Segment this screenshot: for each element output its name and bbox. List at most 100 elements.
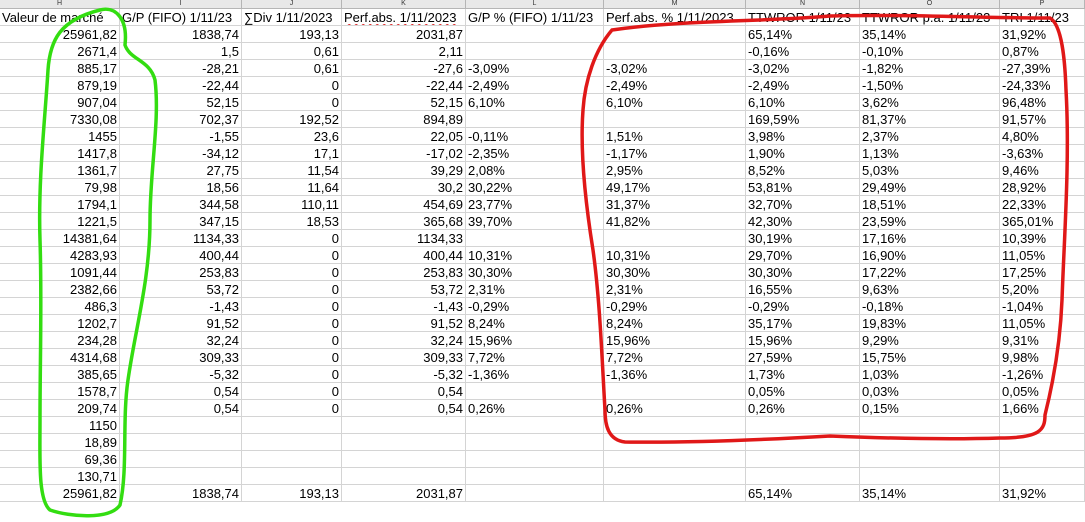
- table-cell[interactable]: 4314,68: [0, 349, 120, 366]
- table-cell[interactable]: 894,89: [342, 111, 466, 128]
- header-cell[interactable]: Perf.abs. 1/11/2023: [342, 9, 466, 26]
- table-cell[interactable]: 0,87%: [1000, 43, 1085, 60]
- table-cell[interactable]: [746, 434, 860, 451]
- table-cell[interactable]: 23,77%: [466, 196, 604, 213]
- table-cell[interactable]: 1,5: [120, 43, 242, 60]
- table-cell[interactable]: 30,30%: [466, 264, 604, 281]
- table-cell[interactable]: 3,98%: [746, 128, 860, 145]
- table-cell[interactable]: 0,03%: [860, 383, 1000, 400]
- table-cell[interactable]: 110,11: [242, 196, 342, 213]
- table-cell[interactable]: 1,66%: [1000, 400, 1085, 417]
- table-cell[interactable]: -1,43: [342, 298, 466, 315]
- column-letter[interactable]: O: [860, 0, 1000, 8]
- table-cell[interactable]: 0,54: [342, 383, 466, 400]
- table-cell[interactable]: -3,09%: [466, 60, 604, 77]
- table-cell[interactable]: -1,50%: [860, 77, 1000, 94]
- table-cell[interactable]: 1221,5: [0, 213, 120, 230]
- table-cell[interactable]: 27,59%: [746, 349, 860, 366]
- table-cell[interactable]: 18,53: [242, 213, 342, 230]
- column-letter[interactable]: L: [466, 0, 604, 8]
- table-cell[interactable]: 1417,8: [0, 145, 120, 162]
- table-cell[interactable]: -2,49%: [604, 77, 746, 94]
- table-cell[interactable]: 35,14%: [860, 26, 1000, 43]
- table-cell[interactable]: 2,11: [342, 43, 466, 60]
- table-cell[interactable]: 91,52: [342, 315, 466, 332]
- table-cell[interactable]: -3,63%: [1000, 145, 1085, 162]
- table-cell[interactable]: [746, 451, 860, 468]
- table-cell[interactable]: 0,05%: [746, 383, 860, 400]
- table-cell[interactable]: 0,26%: [746, 400, 860, 417]
- table-cell[interactable]: [1000, 417, 1085, 434]
- table-cell[interactable]: -0,29%: [746, 298, 860, 315]
- table-cell[interactable]: [1000, 451, 1085, 468]
- table-cell[interactable]: 1838,74: [120, 26, 242, 43]
- table-cell[interactable]: 0: [242, 332, 342, 349]
- table-cell[interactable]: -1,36%: [604, 366, 746, 383]
- table-cell[interactable]: [860, 417, 1000, 434]
- table-cell[interactable]: 0,26%: [604, 400, 746, 417]
- table-cell[interactable]: 2031,87: [342, 26, 466, 43]
- table-cell[interactable]: 11,05%: [1000, 315, 1085, 332]
- table-cell[interactable]: 193,13: [242, 26, 342, 43]
- table-cell[interactable]: -0,10%: [860, 43, 1000, 60]
- table-cell[interactable]: [466, 26, 604, 43]
- table-cell[interactable]: 9,98%: [1000, 349, 1085, 366]
- table-cell[interactable]: 885,17: [0, 60, 120, 77]
- table-cell[interactable]: 0: [242, 383, 342, 400]
- table-cell[interactable]: 1361,7: [0, 162, 120, 179]
- table-cell[interactable]: [466, 485, 604, 502]
- table-cell[interactable]: [1000, 468, 1085, 485]
- header-cell[interactable]: Valeur de marché: [0, 9, 120, 26]
- table-cell[interactable]: 11,54: [242, 162, 342, 179]
- table-cell[interactable]: 1455: [0, 128, 120, 145]
- column-letter[interactable]: K: [342, 0, 466, 8]
- table-cell[interactable]: [604, 43, 746, 60]
- table-cell[interactable]: 15,96%: [746, 332, 860, 349]
- table-cell[interactable]: 53,72: [342, 281, 466, 298]
- table-cell[interactable]: -24,33%: [1000, 77, 1085, 94]
- table-cell[interactable]: 17,22%: [860, 264, 1000, 281]
- table-cell[interactable]: -3,02%: [746, 60, 860, 77]
- table-cell[interactable]: [604, 451, 746, 468]
- header-cell[interactable]: TRI 1/11/23: [1000, 9, 1085, 26]
- table-cell[interactable]: 41,82%: [604, 213, 746, 230]
- table-cell[interactable]: 309,33: [342, 349, 466, 366]
- table-cell[interactable]: 253,83: [342, 264, 466, 281]
- table-cell[interactable]: 23,6: [242, 128, 342, 145]
- table-cell[interactable]: 365,01%: [1000, 213, 1085, 230]
- table-cell[interactable]: 2,08%: [466, 162, 604, 179]
- table-cell[interactable]: [604, 111, 746, 128]
- table-cell[interactable]: 9,46%: [1000, 162, 1085, 179]
- table-cell[interactable]: [120, 451, 242, 468]
- header-cell[interactable]: TTWROR p.a. 1/11/23: [860, 9, 1000, 26]
- table-cell[interactable]: 30,2: [342, 179, 466, 196]
- table-cell[interactable]: 52,15: [342, 94, 466, 111]
- table-cell[interactable]: 1,51%: [604, 128, 746, 145]
- table-cell[interactable]: 2,95%: [604, 162, 746, 179]
- table-cell[interactable]: 9,63%: [860, 281, 1000, 298]
- table-cell[interactable]: -28,21: [120, 60, 242, 77]
- table-cell[interactable]: [342, 451, 466, 468]
- table-cell[interactable]: 65,14%: [746, 26, 860, 43]
- table-cell[interactable]: [604, 468, 746, 485]
- table-cell[interactable]: [604, 417, 746, 434]
- table-cell[interactable]: 0: [242, 315, 342, 332]
- table-cell[interactable]: 15,96%: [604, 332, 746, 349]
- table-cell[interactable]: 15,75%: [860, 349, 1000, 366]
- table-cell[interactable]: [860, 434, 1000, 451]
- table-cell[interactable]: [860, 468, 1000, 485]
- table-cell[interactable]: 17,1: [242, 145, 342, 162]
- table-cell[interactable]: 7,72%: [604, 349, 746, 366]
- table-cell[interactable]: 18,51%: [860, 196, 1000, 213]
- table-cell[interactable]: [466, 230, 604, 247]
- table-cell[interactable]: 0: [242, 247, 342, 264]
- table-cell[interactable]: 347,15: [120, 213, 242, 230]
- table-cell[interactable]: [466, 417, 604, 434]
- table-cell[interactable]: -0,29%: [466, 298, 604, 315]
- table-cell[interactable]: [342, 434, 466, 451]
- table-cell[interactable]: 0: [242, 298, 342, 315]
- table-cell[interactable]: 0: [242, 264, 342, 281]
- table-cell[interactable]: 0: [242, 230, 342, 247]
- table-cell[interactable]: 65,14%: [746, 485, 860, 502]
